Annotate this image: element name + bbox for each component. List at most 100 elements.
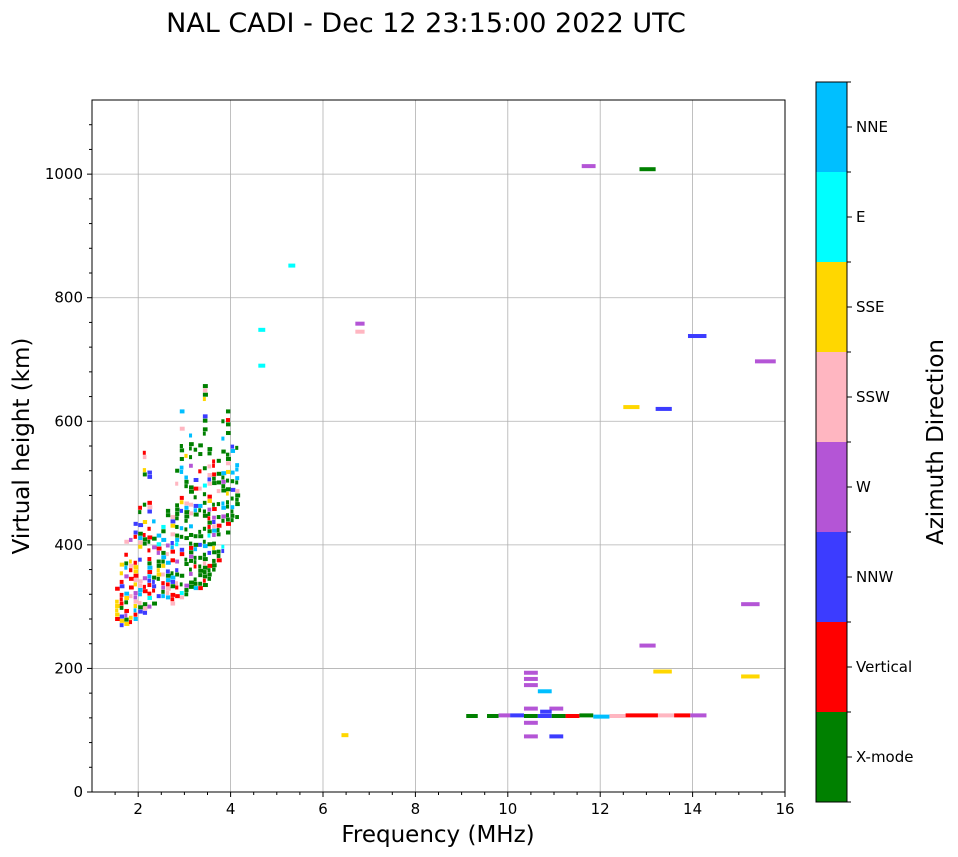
echo-pixel (207, 520, 212, 525)
echo-pixel (193, 495, 197, 500)
echo-pixel (138, 523, 144, 528)
colorbar-label-nne: NNE (856, 118, 888, 136)
echo-pixel (152, 584, 157, 589)
echo-pixel (216, 458, 221, 463)
echo-pixel (170, 541, 174, 546)
echo-pixel (124, 608, 129, 613)
echo-pixel (184, 514, 190, 519)
echo-pixel (193, 486, 199, 491)
echo-pixel (170, 601, 176, 606)
echo-pixel (212, 532, 216, 537)
echo-pixel (225, 487, 231, 492)
echo-pixel (189, 584, 195, 589)
echo-pixel (115, 599, 119, 604)
echo-pixel (212, 541, 216, 546)
echo-pixel (175, 581, 178, 586)
echo-pixel (193, 547, 198, 552)
echo-pixel (189, 558, 194, 563)
echo-pixel (119, 618, 125, 623)
echo-pixel (175, 572, 180, 577)
echo-segments (258, 164, 776, 739)
echo-segment (690, 713, 707, 718)
echo-pixel (221, 514, 226, 519)
echo-pixel (128, 585, 134, 590)
echo-pixel (193, 508, 198, 513)
colorbar-label-ssw: SSW (856, 388, 890, 406)
echo-pixel (119, 605, 124, 610)
echo-pixel (235, 467, 239, 472)
plot-background (92, 100, 785, 792)
echo-pixel (202, 578, 206, 583)
echo-pixel (225, 513, 230, 518)
echo-pixel (189, 442, 194, 447)
echo-pixel (189, 433, 193, 438)
x-tick-label: 4 (226, 800, 236, 818)
echo-pixel (207, 533, 211, 538)
echo-pixel (170, 549, 176, 554)
echo-pixel (230, 444, 235, 449)
echo-pixel (179, 500, 184, 505)
echo-segment (258, 327, 266, 332)
echo-pixel (128, 568, 133, 573)
echo-pixel (138, 592, 142, 597)
echo-pixel (225, 530, 231, 535)
echo-pixel (179, 508, 184, 513)
echo-pixel (207, 473, 213, 478)
echo-pixel (142, 450, 146, 455)
echo-pixel (198, 508, 202, 513)
echo-pixel (225, 491, 229, 496)
colorbar-label-e: E (856, 208, 865, 226)
echo-pixel (119, 592, 124, 597)
echo-pixel (161, 572, 165, 577)
echo-segment (523, 714, 538, 719)
echo-pixel (179, 495, 184, 500)
echo-pixel (156, 542, 162, 547)
echo-pixel (189, 580, 194, 585)
echo-pixel (189, 511, 193, 516)
echo-pixel (184, 557, 188, 562)
echo-segment (288, 263, 296, 268)
echo-pixel (202, 392, 208, 397)
echo-pixel (212, 550, 217, 555)
echo-pixel (212, 567, 216, 572)
echo-pixel (225, 456, 231, 461)
echo-segment (657, 713, 675, 718)
echo-pixel (165, 595, 171, 600)
echo-pixel (161, 581, 165, 586)
echo-pixel (184, 505, 189, 510)
echo-pixel (175, 481, 179, 486)
echo-segment (623, 405, 640, 410)
echo-pixel (115, 608, 119, 613)
echo-segment (466, 714, 478, 719)
echo-pixel (193, 577, 197, 582)
echo-pixel (165, 586, 171, 591)
echo-pixel (221, 484, 226, 489)
echo-segment (549, 734, 564, 739)
colorbar-swatch (816, 172, 847, 262)
echo-pixel (202, 552, 207, 557)
echo-pixel (189, 446, 192, 451)
colorbar-swatch (816, 532, 847, 622)
echo-pixel (207, 498, 212, 503)
echo-pixel (225, 504, 230, 509)
echo-pixel (147, 548, 151, 553)
echo-pixel (142, 502, 147, 507)
colorbar-swatch (816, 712, 847, 802)
echo-pixel (152, 519, 156, 524)
echo-pixel (170, 515, 176, 520)
echo-pixel (193, 555, 197, 560)
echo-pixel (119, 623, 124, 628)
echo-pixel (212, 515, 216, 520)
echo-pixel (212, 563, 217, 568)
echo-pixel (170, 592, 176, 597)
f-layer-echo-cluster (115, 384, 241, 628)
echo-pixel (115, 586, 120, 591)
echo-pixel (207, 507, 212, 512)
echo-pixel (202, 513, 208, 518)
echo-pixel (193, 512, 199, 517)
echo-pixel (152, 545, 157, 550)
echo-pixel (216, 502, 221, 507)
echo-pixel (198, 529, 202, 534)
x-tick-label: 10 (498, 800, 517, 818)
echo-pixel (175, 537, 180, 542)
